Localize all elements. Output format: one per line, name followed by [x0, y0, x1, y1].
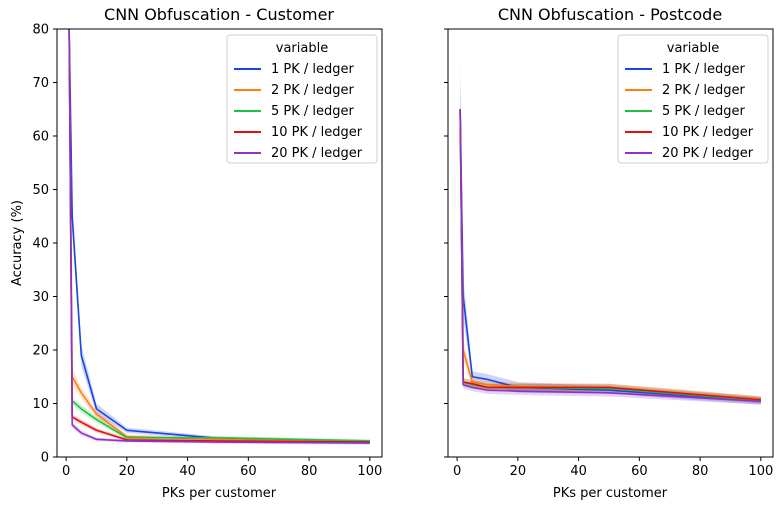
- postcode-legend-label-2-pk: 2 PK / ledger: [662, 83, 746, 98]
- customer-legend-label-5-pk: 5 PK / ledger: [271, 104, 355, 119]
- postcode-y-ticks: [444, 28, 448, 458]
- postcode-x-tick-label: 20: [510, 464, 527, 479]
- postcode-x-axis-label: PKs per customer: [553, 486, 668, 501]
- customer-x-tick-label: 100: [357, 464, 382, 479]
- customer-y-tick-label: 20: [32, 344, 49, 359]
- customer-x-axis-label: PKs per customer: [162, 486, 277, 501]
- postcode-legend-label-20-pk: 20 PK / ledger: [662, 146, 754, 161]
- postcode-legend: variable 1 PK / ledger 2 PK / ledger 5 PK /…: [617, 34, 769, 164]
- postcode-legend-label-10-pk: 10 PK / ledger: [662, 125, 754, 140]
- customer-legend-box: [226, 34, 378, 164]
- customer-y-tick-label: 80: [32, 23, 49, 38]
- postcode-x-tick-label: 40: [570, 464, 587, 479]
- customer-chart-title: CNN Obfuscation - Customer: [104, 5, 334, 24]
- postcode-x-ticks: 0 20 40 60 80 100: [453, 457, 773, 479]
- postcode-legend-title: variable: [667, 41, 719, 56]
- customer-x-tick-label: 40: [179, 464, 196, 479]
- customer-legend: variable 1 PK / ledger 2 PK / ledger 5 PK /…: [226, 34, 378, 164]
- customer-plot-frame: [56, 28, 383, 458]
- customer-y-ticks: 0 10 20 30 40 50 60 70 80: [32, 23, 57, 466]
- postcode-x-tick-label: 60: [631, 464, 648, 479]
- postcode-series-lines: [459, 109, 761, 403]
- customer-legend-label-2-pk: 2 PK / ledger: [271, 83, 355, 98]
- customer-series-lines: [68, 29, 370, 444]
- customer-y-tick-label: 10: [32, 397, 49, 412]
- customer-y-tick-label: 70: [32, 76, 49, 91]
- customer-legend-label-10-pk: 10 PK / ledger: [271, 125, 363, 140]
- customer-y-tick-label: 60: [32, 130, 49, 145]
- postcode-panel: CNN Obfuscation - Postcode PKs per custo…: [444, 5, 774, 501]
- customer-legend-label-1-pk: 1 PK / ledger: [271, 62, 355, 77]
- customer-x-tick-label: 80: [301, 464, 318, 479]
- customer-y-tick-label: 40: [32, 237, 49, 252]
- postcode-legend-label-1-pk: 1 PK / ledger: [662, 62, 746, 77]
- postcode-legend-label-5-pk: 5 PK / ledger: [662, 104, 746, 119]
- customer-y-tick-label: 0: [41, 451, 49, 466]
- postcode-x-tick-label: 80: [692, 464, 709, 479]
- customer-series-line-20-pk: [68, 29, 370, 444]
- customer-x-ticks: 0 20 40 60 80 100: [62, 457, 382, 479]
- customer-panel: CNN Obfuscation - Customer PKs per custo…: [10, 5, 383, 501]
- customer-x-tick-label: 20: [119, 464, 136, 479]
- customer-y-tick-label: 50: [32, 183, 49, 198]
- customer-legend-title: variable: [276, 41, 328, 56]
- postcode-x-tick-label: 0: [453, 464, 461, 479]
- postcode-legend-box: [617, 34, 769, 164]
- customer-x-tick-label: 0: [62, 464, 70, 479]
- postcode-series-line-20-pk: [459, 109, 761, 403]
- postcode-x-tick-label: 100: [748, 464, 773, 479]
- postcode-chart-title: CNN Obfuscation - Postcode: [498, 5, 722, 24]
- customer-x-tick-label: 60: [240, 464, 257, 479]
- customer-y-tick-label: 30: [32, 290, 49, 305]
- postcode-plot-frame: [447, 28, 774, 458]
- customer-legend-label-20-pk: 20 PK / ledger: [271, 146, 363, 161]
- customer-y-axis-label: Accuracy (%): [10, 200, 25, 286]
